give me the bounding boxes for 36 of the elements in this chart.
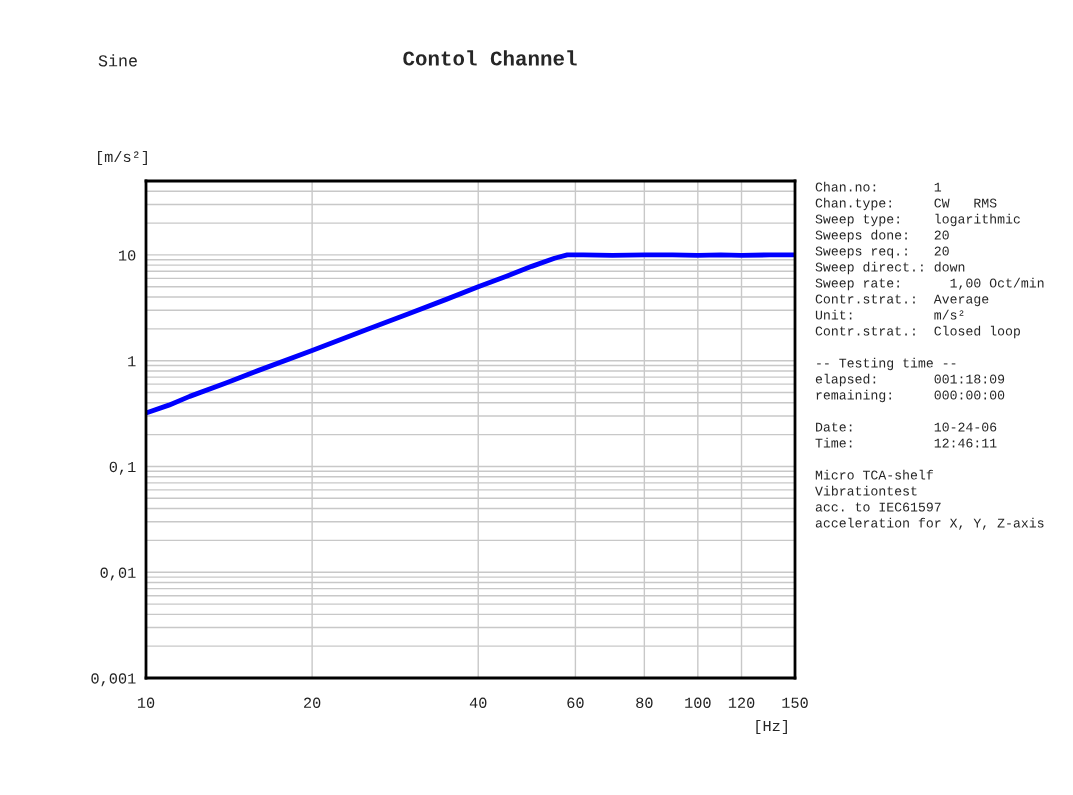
- y-tick-label: 0,001: [91, 673, 136, 687]
- text: Date: 10-24-06: [816, 422, 997, 432]
- x-axis-title: [Hz]: [756, 719, 787, 735]
- x-tick-label: 60: [567, 697, 584, 708]
- y-tick-label: 0,01: [100, 567, 136, 581]
- x-tick-label: 20: [304, 697, 321, 708]
- text: Chan.no: 1: [815, 181, 942, 192]
- text: Micro TCA-shelf: [815, 469, 933, 480]
- chart-title: Contol Channel: [403, 50, 577, 66]
- text: Chan.type: CW RMS: [815, 197, 997, 211]
- text: Unit: m/s²: [815, 309, 964, 320]
- y-axis-title: [m/s²]: [98, 150, 147, 166]
- text: acceleration for X, Y, Z-axis: [815, 517, 1044, 530]
- x-tick-label: 120: [728, 697, 755, 708]
- text: acc. to IEC61597: [815, 502, 941, 512]
- x-tick-label: 80: [636, 697, 653, 708]
- text: Sweeps done: 20: [815, 229, 949, 243]
- text: Contr.strat.: Closed loop: [815, 325, 1020, 339]
- text: Sweep direct.: down: [815, 261, 965, 275]
- text: Sine: [98, 54, 137, 67]
- text: Sweep type: logarithmic: [815, 213, 1020, 227]
- text: Sweeps req.: 20: [815, 246, 949, 259]
- y-tick-label: 10: [119, 250, 136, 261]
- text: remaining: 000:00:00: [816, 389, 1005, 403]
- text: Vibrationtest: [815, 485, 917, 496]
- y-tick-label: 0,1: [109, 461, 136, 475]
- x-tick-label: 150: [782, 697, 808, 708]
- text: Time: 12:46:11: [815, 437, 997, 448]
- text: Sweep rate: 1,00 Oct/min: [815, 277, 1044, 291]
- y-tick-label: 1: [128, 356, 136, 367]
- x-tick-label: 40: [469, 697, 487, 708]
- x-tick-label: 10: [137, 697, 155, 708]
- text: Contr.strat.: Average: [815, 294, 989, 307]
- text: -- Testing time --: [817, 357, 956, 371]
- text: elapsed: 001:18:09: [815, 373, 1005, 387]
- x-tick-label: 100: [685, 697, 711, 708]
